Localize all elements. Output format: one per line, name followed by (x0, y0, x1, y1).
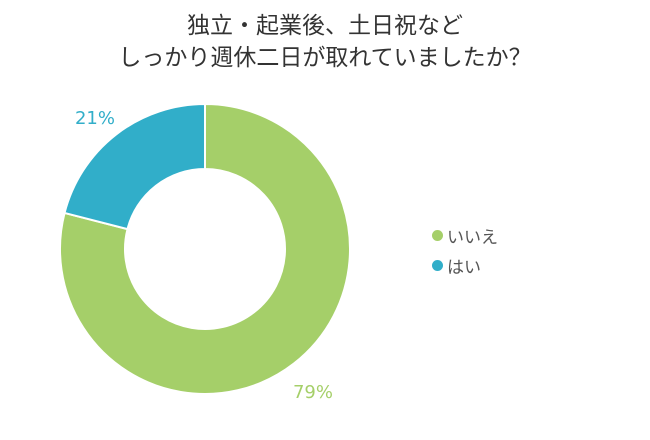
donut-slice-no (59, 102, 351, 395)
legend-item-no: いいえ (432, 220, 498, 250)
data-label-no: 79% (293, 382, 333, 403)
legend-swatch-yes (432, 259, 443, 271)
chart-title: 独立・起業後、土日祝など しっかり週休二日が取れていましたか？ (0, 10, 650, 74)
chart-title-line-1: 独立・起業後、土日祝など (187, 13, 463, 39)
chart-title-line-2: しっかり週休二日が取れていましたか？ (118, 45, 532, 71)
data-label-yes: 21% (75, 108, 115, 129)
legend-label-yes: はい (447, 257, 481, 278)
donut-slice-yes (63, 102, 206, 231)
legend-swatch-no (432, 229, 443, 241)
legend-label-no: いいえ (447, 227, 498, 248)
legend-item-yes: はい (432, 250, 498, 280)
chart-legend: いいえ はい (432, 220, 498, 280)
